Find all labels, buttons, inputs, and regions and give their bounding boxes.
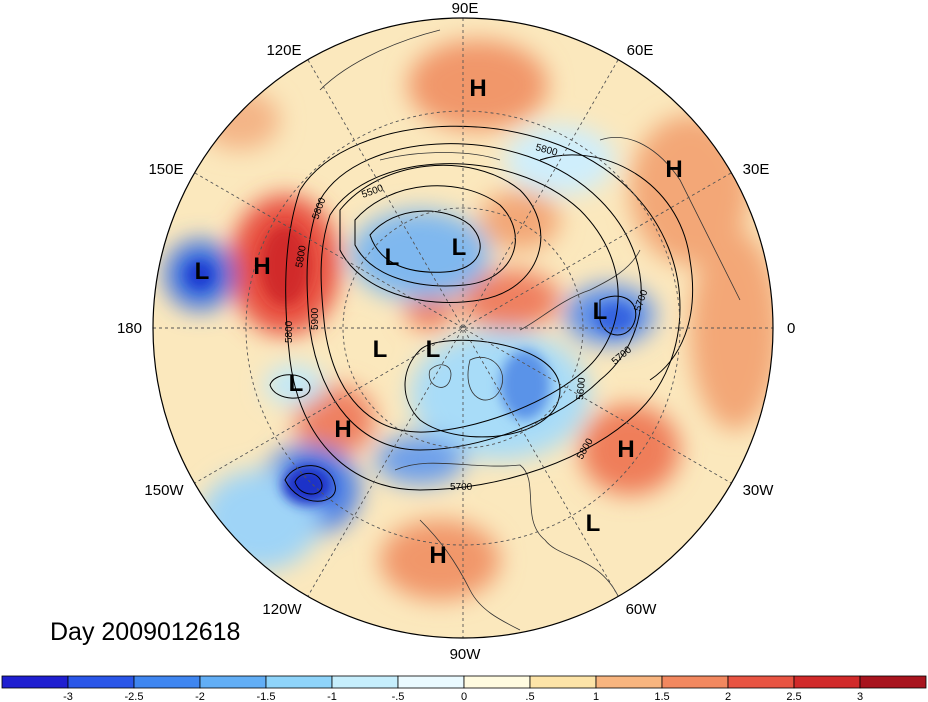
lon-label: 60E: [627, 42, 654, 59]
contour-label: 5900: [310, 307, 321, 330]
height-contours: [269, 125, 694, 502]
lon-label: 180: [117, 320, 142, 337]
colorbar-swatch: [859, 675, 927, 689]
colorbar-swatch: [793, 675, 861, 689]
anomaly-field: [153, 18, 773, 638]
contour-label: 5600: [575, 377, 588, 401]
low-center-marker: L: [426, 336, 441, 363]
colorbar-tick-label: 2: [725, 691, 731, 702]
colorbar-swatch: [463, 675, 531, 689]
colorbar-swatch: [529, 675, 597, 689]
lon-label: 150W: [144, 482, 184, 499]
high-center-marker: H: [469, 75, 486, 102]
colorbar-tick-label: 1: [593, 691, 599, 702]
coastlines: [319, 29, 741, 631]
colorbar-tick-label: -2.5: [125, 691, 144, 702]
lon-label: 30W: [743, 482, 775, 499]
low-center-marker: L: [373, 336, 388, 363]
colorbar-swatch: [133, 675, 201, 689]
lon-label: 90W: [450, 646, 482, 663]
colorbar-swatch: [67, 675, 135, 689]
colorbar-swatch: [265, 675, 333, 689]
map-boundary: [152, 17, 774, 639]
low-center-marker: L: [385, 244, 400, 271]
high-center-marker: H: [665, 156, 682, 183]
map-title: Day 2009012618: [50, 618, 241, 646]
high-center-marker: H: [617, 436, 634, 463]
high-center-marker: H: [253, 253, 270, 280]
colorbar-tick-label: -2: [195, 691, 205, 702]
colorbar-tick-label: -1: [327, 691, 337, 702]
high-center-marker: H: [429, 542, 446, 569]
colorbar-tick-label: 1.5: [654, 691, 669, 702]
low-center-marker: L: [452, 234, 467, 261]
low-center-marker: L: [586, 510, 601, 537]
colorbar-tick-label: .5: [525, 691, 534, 702]
pressure-centers: H H L H L L L L L L H H L H: [195, 75, 683, 569]
colorbar-swatch: [331, 675, 399, 689]
lon-label: 120E: [266, 42, 301, 59]
lon-label: 150E: [148, 161, 183, 178]
colorbar-swatch: [1, 675, 69, 689]
colorbar-tick-label: -.5: [392, 691, 405, 702]
colorbar-swatch: [199, 675, 267, 689]
contour-label: 5800: [294, 244, 309, 268]
colorbar-swatch: [661, 675, 729, 689]
contour-label: 5700: [450, 482, 473, 493]
low-center-marker: L: [593, 298, 608, 325]
colorbar-tick-label: 2.5: [786, 691, 801, 702]
lon-label: 60W: [626, 601, 658, 618]
lon-label: 120W: [262, 601, 302, 618]
colorbar: -3 -2.5 -2 -1.5 -1 -.5 0 .5 1 1.5 2 2.5 3: [1, 675, 927, 702]
graticule: [153, 18, 773, 638]
longitude-labels: 90E 60E 30E 0 30W 60W 90W 120W 150W 180 …: [117, 0, 795, 663]
low-center-marker: L: [289, 370, 304, 397]
colorbar-tick-label: 3: [857, 691, 863, 702]
lon-label: 0: [787, 320, 795, 337]
high-center-marker: H: [334, 416, 351, 443]
colorbar-swatch: [595, 675, 663, 689]
colorbar-swatch: [397, 675, 465, 689]
lon-label: 30E: [743, 161, 770, 178]
colorbar-tick-label: -3: [63, 691, 73, 702]
colorbar-tick-label: 0: [461, 691, 467, 702]
lon-label: 90E: [452, 0, 479, 17]
colorbar-tick-label: -1.5: [257, 691, 276, 702]
low-center-marker: L: [195, 258, 210, 285]
colorbar-swatch: [727, 675, 795, 689]
contour-label: 5800: [284, 320, 295, 343]
